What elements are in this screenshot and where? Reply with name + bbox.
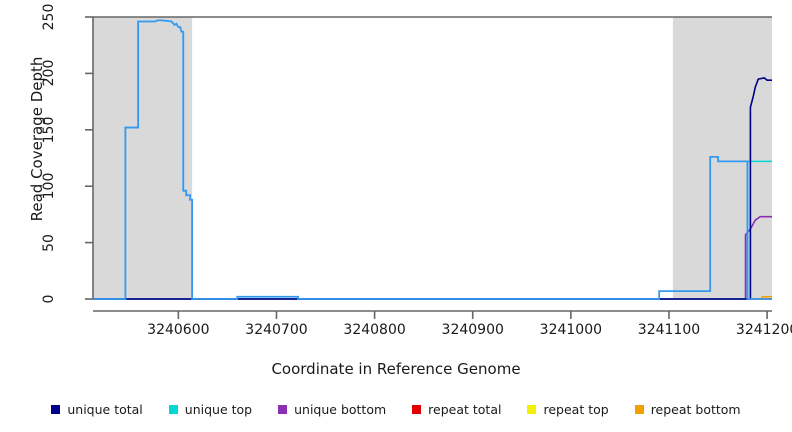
legend-item[interactable]: unique bottom	[278, 402, 386, 417]
legend-label: unique bottom	[294, 401, 387, 417]
legend-item[interactable]: repeat bottom	[634, 401, 741, 417]
legend-label: repeat total	[428, 401, 502, 417]
legend-item[interactable]: unique top	[168, 401, 253, 417]
series-coverage-trace	[93, 19, 772, 300]
legend-label: repeat bottom	[650, 401, 741, 417]
series-unique-bottom	[93, 215, 772, 300]
legend-label: unique total	[67, 401, 143, 417]
legend-swatch-icon	[278, 404, 288, 414]
legend-swatch-icon	[527, 404, 537, 414]
chart-legend: unique total unique top unique bottom repea…	[0, 398, 792, 420]
legend-item[interactable]: unique total	[51, 401, 143, 417]
x-axis-label: Coordinate in Reference Genome	[271, 360, 521, 378]
legend-item[interactable]: repeat top	[527, 401, 609, 417]
x-tick-label: 3241200	[735, 322, 792, 338]
legend-label: unique top	[184, 401, 253, 417]
legend-item[interactable]: repeat total	[412, 402, 501, 417]
series-unique-top	[93, 160, 772, 300]
x-tick-label: 3241100	[637, 322, 701, 338]
legend-swatch-icon	[168, 404, 178, 414]
right-repeat-region	[672, 17, 772, 299]
x-tick-label: 3240700	[245, 322, 308, 338]
x-tick-label: 3241000	[539, 322, 603, 338]
left-repeat-region	[93, 17, 193, 299]
x-tick-label: 3240800	[343, 322, 406, 338]
legend-swatch-icon	[412, 404, 422, 414]
legend-label: repeat top	[543, 401, 609, 417]
series-unique-total	[93, 77, 772, 300]
x-tick-label: 3240600	[147, 322, 210, 338]
legend-swatch-icon	[51, 404, 61, 414]
legend-swatch-icon	[634, 404, 644, 414]
x-tick-label: 3240900	[441, 322, 504, 338]
